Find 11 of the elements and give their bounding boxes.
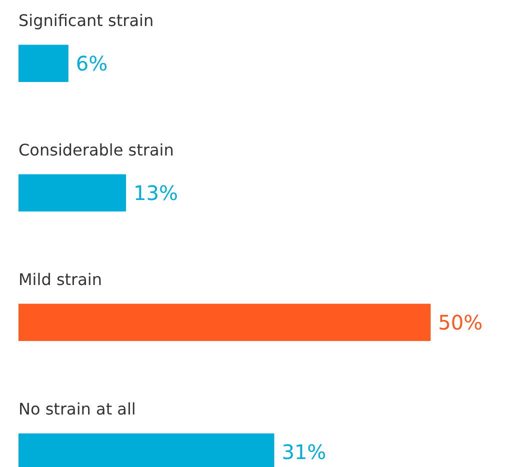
y-tick-label: Mild strain: [18, 270, 102, 290]
data-label: 31%: [282, 440, 326, 464]
data-label: 50%: [438, 310, 483, 334]
data-label: 13%: [134, 180, 178, 205]
bar: [18, 174, 126, 212]
y-tick-label: No strain at all: [18, 400, 136, 419]
data-label: 6%: [76, 51, 108, 76]
bar: [18, 44, 68, 82]
bar: [18, 304, 431, 342]
y-tick-label: Considerable strain: [18, 140, 174, 160]
y-tick-label: Significant strain: [18, 11, 154, 30]
